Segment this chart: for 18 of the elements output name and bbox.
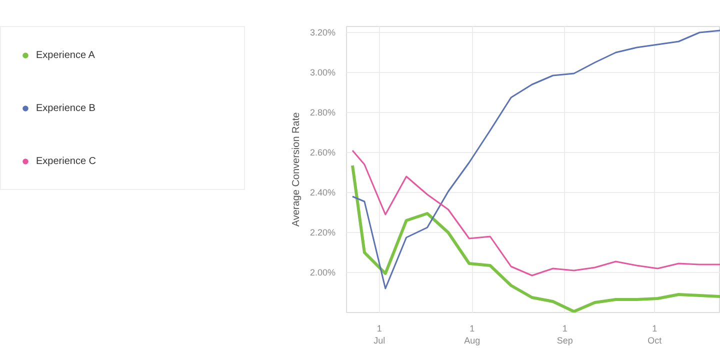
y-tick-label: 2.20%	[310, 228, 336, 238]
line-series	[350, 164, 720, 312]
y-tick-label: 2.60%	[310, 148, 336, 158]
line-series	[352, 150, 720, 276]
legend-label: Experience A	[36, 48, 96, 62]
y-tick-label: 3.00%	[310, 68, 336, 78]
x-tick-label: 1 Jul	[374, 324, 386, 346]
legend-label: Experience C	[36, 154, 98, 168]
x-tick-label: 1 Oct	[648, 324, 662, 346]
y-tick-label: 2.00%	[310, 268, 336, 278]
legend-label: Experience B	[36, 102, 96, 116]
x-tick-label: 1 Aug	[464, 324, 480, 346]
x-tick-label: 1 Sep	[556, 324, 573, 346]
y-axis-title: Average Conversion Rate	[290, 112, 302, 227]
y-tick-label: 2.40%	[310, 188, 336, 198]
line-series	[352, 30, 720, 290]
y-tick-label: 2.80%	[310, 108, 336, 118]
y-tick-label: 3.20%	[310, 28, 336, 38]
